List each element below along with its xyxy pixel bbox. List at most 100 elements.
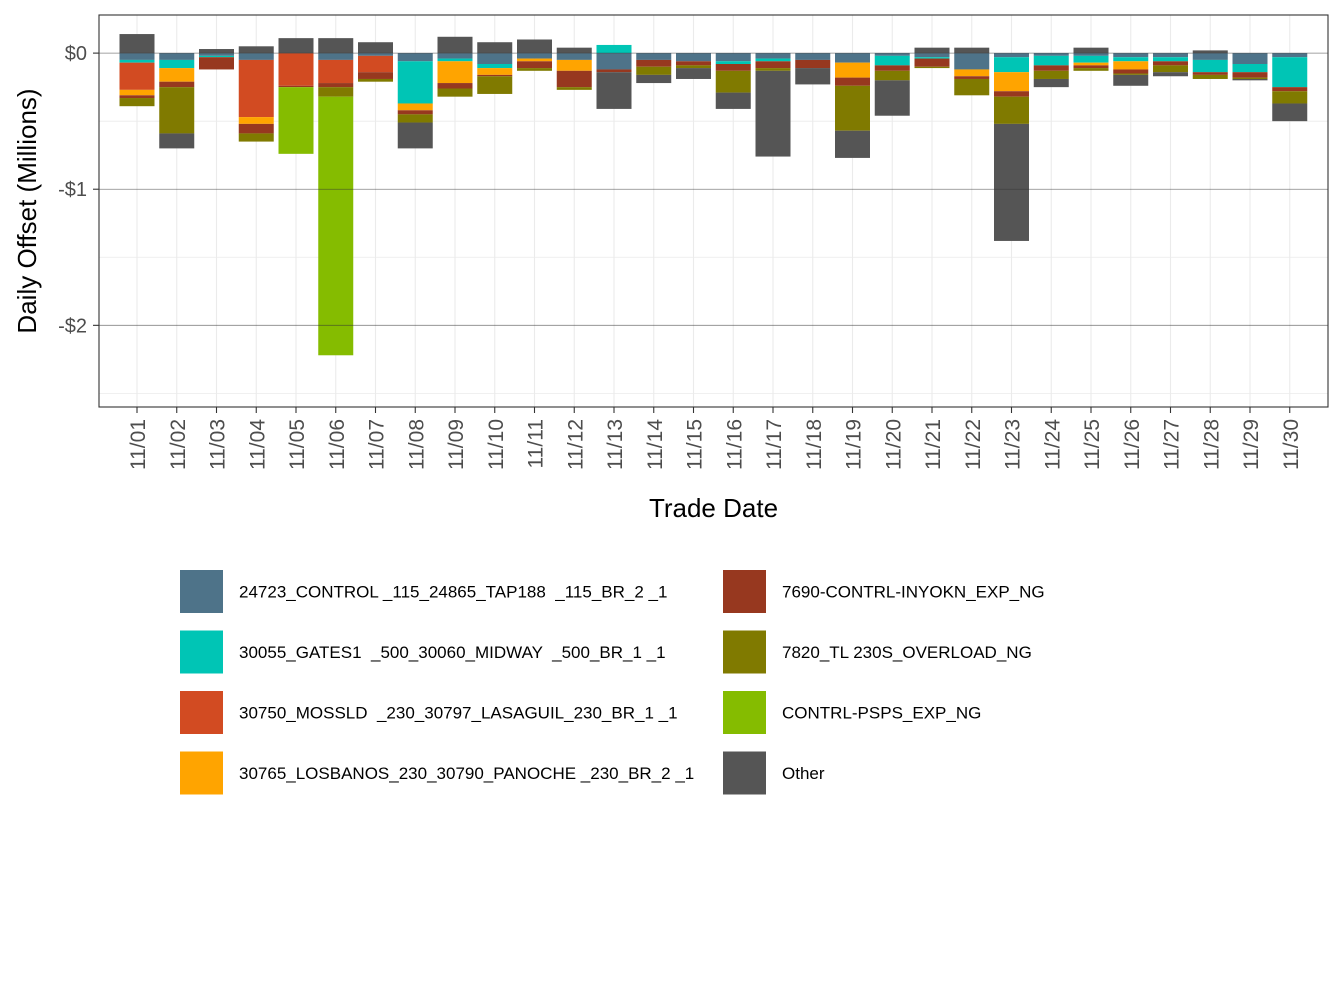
bar-segment [914, 58, 950, 67]
bar-segment [318, 83, 354, 88]
bar-segment [119, 89, 155, 96]
bar-segment [517, 39, 552, 54]
x-tick-label: 11/29 [1240, 419, 1263, 470]
bar-segment [238, 133, 274, 142]
bar-segment [1113, 53, 1149, 58]
bar-segment [596, 53, 632, 70]
legend-swatch [180, 691, 223, 734]
bar-segment [795, 53, 831, 60]
bar-segment [477, 64, 513, 69]
bar-segment [676, 68, 711, 79]
bar-segment [835, 85, 870, 131]
bar-segment [358, 78, 393, 82]
x-tick-label: 11/25 [1081, 419, 1104, 470]
bar-segment [1073, 62, 1109, 66]
x-tick-label: 11/06 [326, 419, 349, 470]
x-tick-label: 11/28 [1200, 419, 1223, 470]
bar-segment [397, 110, 433, 115]
bar-segment [397, 103, 433, 111]
bar-segment [238, 53, 274, 60]
y-axis: $0 -$1 -$2 [58, 43, 99, 337]
bar-segment [596, 69, 632, 73]
bar-segment [1113, 74, 1149, 86]
bar-segment [278, 38, 314, 54]
x-tick-label: 11/30 [1280, 419, 1303, 470]
bar-segment [994, 123, 1029, 241]
bar-segment [636, 74, 672, 84]
bar-segment [119, 98, 155, 107]
bar-segment [1153, 65, 1188, 73]
x-tick-label: 11/15 [684, 419, 707, 470]
bar-segment [874, 53, 910, 56]
bar-segment [119, 59, 155, 63]
bar-segment [1232, 72, 1268, 78]
bar-segment [835, 130, 870, 158]
bar-segment [159, 81, 195, 88]
legend-label: 24723_CONTROL _115_24865_TAP188 _115_BR_… [239, 583, 667, 602]
x-tick-label: 11/05 [286, 419, 309, 470]
bar-segment [1033, 70, 1069, 79]
bar-segment [477, 76, 513, 94]
legend-swatch [723, 751, 766, 795]
bar-segment [994, 57, 1029, 73]
bar-segment [437, 53, 473, 59]
bar-segment [159, 87, 195, 134]
bar-segment [238, 59, 274, 118]
bar-segment [119, 62, 155, 90]
legend-label: 30055_GATES1 _500_30060_MIDWAY _500_BR_1… [239, 643, 666, 662]
bar-segment [1232, 64, 1268, 73]
x-tick-label: 11/08 [405, 419, 428, 470]
bar-segment [556, 59, 592, 71]
bar-segment [477, 74, 513, 77]
bar-segment [199, 57, 234, 70]
bar-segment [755, 61, 791, 69]
bar-segment [1073, 68, 1109, 71]
bar-segment [1113, 73, 1149, 75]
bar-segment [437, 88, 473, 97]
bar-segment [715, 53, 751, 62]
bar-segment [636, 59, 672, 67]
bar-segment [1232, 77, 1268, 79]
bar-segment [755, 68, 791, 71]
legend-label: Other [782, 764, 825, 783]
bar-segment [556, 70, 592, 88]
legend-label: 30750_MOSSLD _230_30797_LASAGUIL_230_BR_… [239, 704, 678, 723]
bar-segment [358, 42, 393, 54]
panel-border [98, 14, 1329, 408]
legend-label: 30765_LOSBANOS_230_30790_PANOCHE _230_BR… [239, 764, 694, 783]
bar-segment [397, 114, 433, 123]
bar-segment [517, 58, 552, 62]
x-tick-label: 11/10 [485, 419, 508, 470]
bar-segment [954, 69, 990, 77]
bar-segment [1272, 91, 1308, 104]
bar-segment [1033, 78, 1069, 88]
bar-segment [795, 59, 831, 69]
bar-segment [318, 38, 354, 54]
y-tick-label: -$2 [58, 315, 87, 337]
bar-segment [318, 87, 354, 97]
bar-segment [874, 55, 910, 66]
bar-segment [477, 53, 513, 64]
bar-segment [755, 70, 791, 157]
x-tick-label: 11/22 [962, 419, 985, 470]
bar-segment [477, 68, 513, 75]
legend: 24723_CONTROL _115_24865_TAP188 _115_BR_… [180, 570, 1045, 795]
bar-segment [199, 49, 234, 54]
legend-swatch [723, 691, 766, 734]
bar-segment [278, 87, 314, 154]
x-tick-label: 11/17 [763, 419, 786, 470]
legend-swatch [180, 630, 223, 674]
bar-segment [119, 34, 155, 54]
bar-segment [994, 96, 1029, 124]
x-tick-label: 11/14 [644, 419, 667, 470]
bar-segment [1153, 72, 1188, 77]
bar-segment [994, 91, 1029, 97]
bar-segment [159, 59, 195, 69]
legend-swatch [180, 751, 223, 795]
bar-segment [676, 65, 711, 69]
bar-segment [954, 53, 990, 70]
bar-segment [318, 53, 354, 60]
bar-segment [1073, 65, 1109, 69]
bar-segment [1113, 69, 1149, 74]
